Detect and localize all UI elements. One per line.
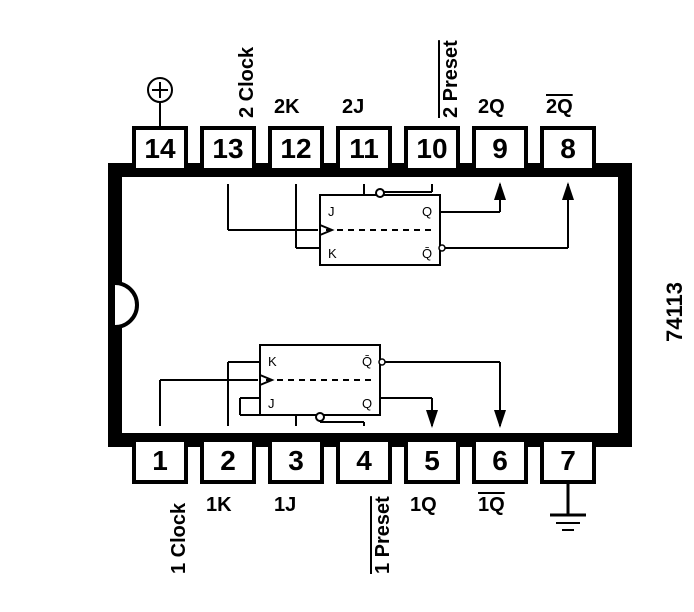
- pin-label-2: 1K: [206, 494, 232, 517]
- pin-3: 3: [268, 438, 324, 484]
- pin-label-8: 2Q: [546, 96, 573, 119]
- svg-text:K: K: [268, 354, 277, 369]
- pin-label-4: 1 Preset: [372, 496, 395, 574]
- pin-1: 1: [132, 438, 188, 484]
- pin-label-3: 1J: [274, 494, 296, 517]
- pin-2: 2: [200, 438, 256, 484]
- pin-label-9: 2Q: [478, 96, 505, 119]
- wiring-svg: J K Q Q̄ K J Q̄ Q: [0, 0, 694, 612]
- pin-label-6: 1Q: [478, 494, 505, 517]
- pin-9: 9: [472, 126, 528, 172]
- pin-7: 7: [540, 438, 596, 484]
- pin-6: 6: [472, 438, 528, 484]
- pin-13: 13: [200, 126, 256, 172]
- pin-10: 10: [404, 126, 460, 172]
- svg-text:Q̄: Q̄: [422, 246, 432, 261]
- pin-label-12: 2K: [274, 96, 300, 119]
- pin-4: 4: [336, 438, 392, 484]
- pin-label-11: 2J: [342, 96, 364, 119]
- pin-label-10: 2 Preset: [440, 40, 463, 118]
- svg-text:K: K: [328, 246, 337, 261]
- svg-text:Q̄: Q̄: [362, 354, 372, 369]
- pin-14: 14: [132, 126, 188, 172]
- pin-label-1: 1 Clock: [168, 503, 191, 574]
- svg-text:J: J: [328, 204, 335, 219]
- pin-8: 8: [540, 126, 596, 172]
- pin-label-5: 1Q: [410, 494, 437, 517]
- pin-12: 12: [268, 126, 324, 172]
- svg-text:J: J: [268, 396, 275, 411]
- svg-text:Q: Q: [422, 204, 432, 219]
- pin-11: 11: [336, 126, 392, 172]
- pin-5: 5: [404, 438, 460, 484]
- part-number: 74113: [662, 282, 688, 342]
- pin-label-13: 2 Clock: [236, 47, 259, 118]
- diagram-canvas: J K Q Q̄ K J Q̄ Q: [0, 0, 694, 612]
- svg-text:Q: Q: [362, 396, 372, 411]
